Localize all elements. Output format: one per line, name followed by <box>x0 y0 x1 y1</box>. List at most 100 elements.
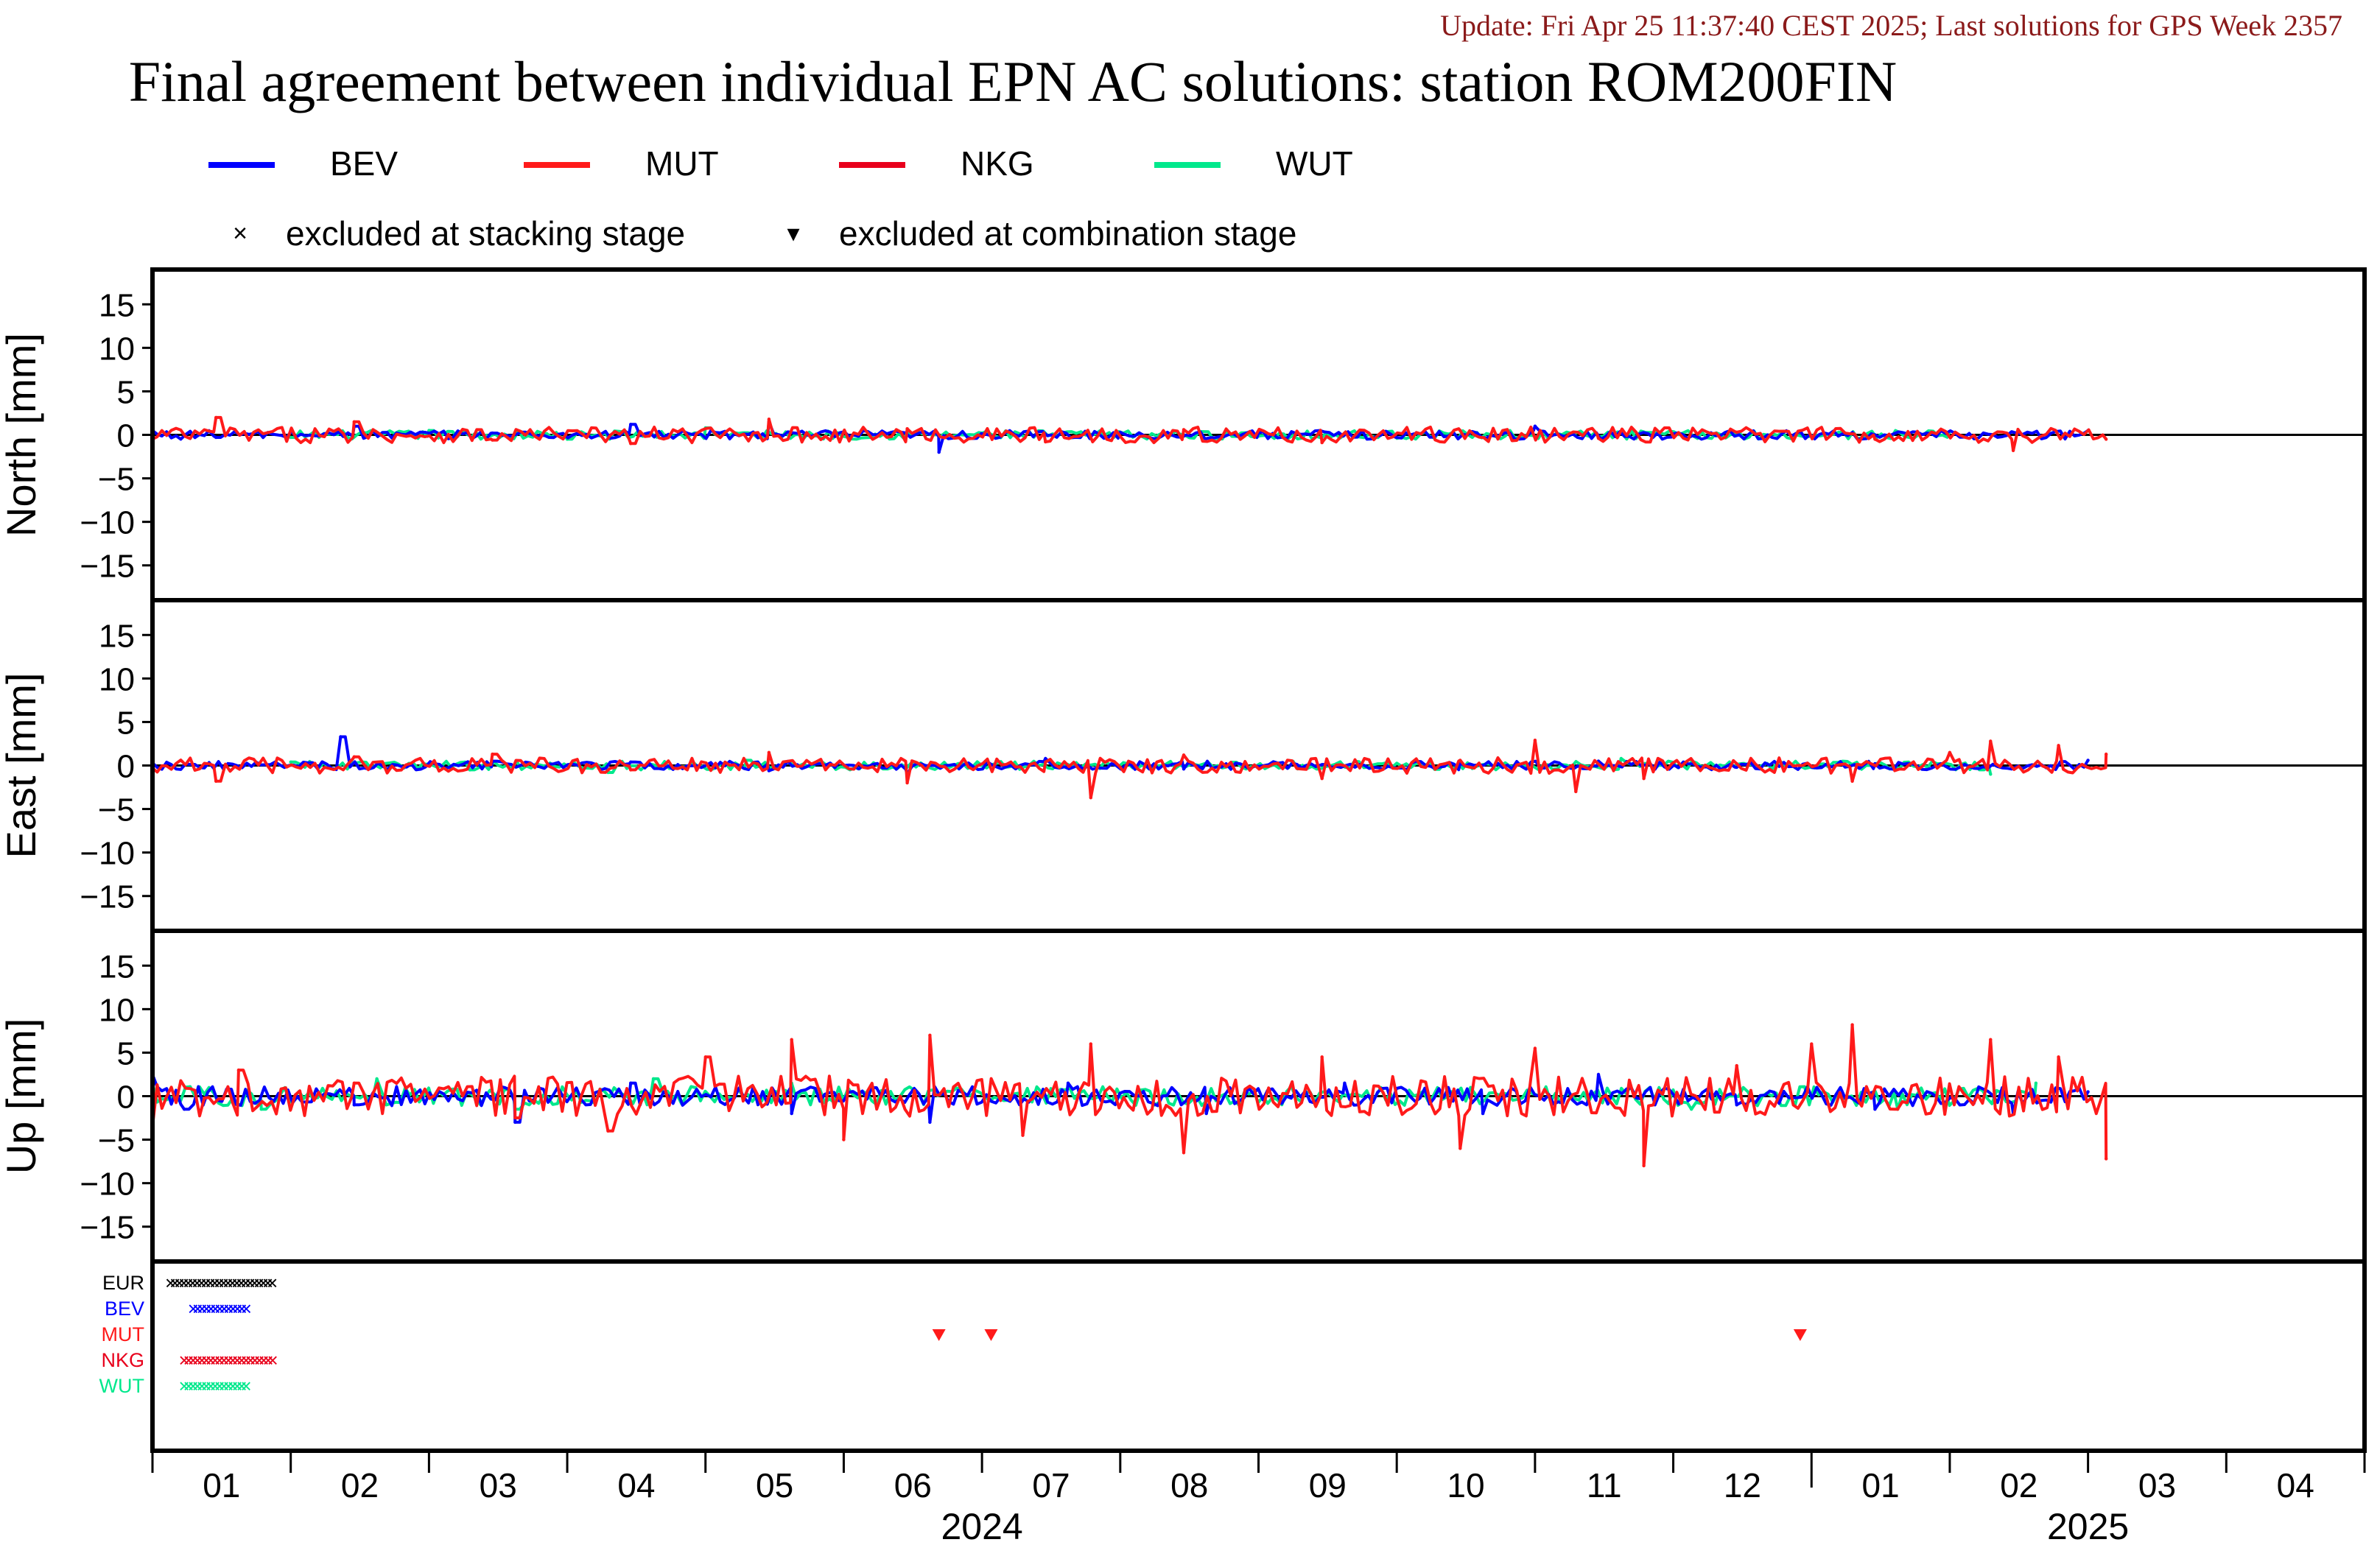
stacking-exclusion-mark: × <box>253 1272 264 1294</box>
data-point-bev <box>2086 1090 2090 1094</box>
panel-east: 15 10 5 0 −5 −10 −15 East [mm] <box>0 598 2367 933</box>
y-tick-label: 15 <box>99 618 135 654</box>
data-point-mut <box>1182 428 1186 432</box>
stacking-exclusion-mark: × <box>174 1272 185 1294</box>
data-point-mut <box>1642 777 1646 781</box>
update-text: Update: Fri Apr 25 11:37:40 CEST 2025; L… <box>1440 9 2342 42</box>
stacking-exclusion-mark: × <box>210 1375 221 1397</box>
y-tick-label: 10 <box>99 331 135 367</box>
stacking-exclusion-mark: × <box>223 1298 234 1320</box>
stacking-exclusion-mark: × <box>206 1349 217 1371</box>
data-point-mut <box>1850 1023 1854 1027</box>
data-point-mut <box>2105 752 2108 756</box>
x-tick-label: 09 <box>1309 1466 1347 1504</box>
stacking-exclusion-mark: × <box>209 1272 220 1294</box>
stacking-exclusion-mark: × <box>240 1272 251 1294</box>
y-tick-label: −5 <box>98 462 135 498</box>
data-point-mut <box>491 438 494 442</box>
data-point-bev <box>1395 435 1399 440</box>
x-tick-label: 01 <box>203 1466 240 1504</box>
legend-label-mut: MUT <box>645 144 719 183</box>
legend-label-bev: BEV <box>330 144 398 183</box>
legend-marker-label: excluded at combination stage <box>839 214 1296 253</box>
stacking-exclusion-mark: × <box>250 1349 261 1371</box>
x-tick-label: 02 <box>341 1466 379 1504</box>
stacking-exclusion-mark: × <box>201 1298 212 1320</box>
data-point-mut <box>1735 1063 1738 1068</box>
y-tick-label: 5 <box>117 374 135 410</box>
data-point-mut <box>1989 1038 1993 1041</box>
y-tick-label: 10 <box>99 661 135 697</box>
data-point-wut <box>427 429 431 432</box>
stacking-exclusion-mark: × <box>223 1349 234 1371</box>
data-point-bev <box>1596 1072 1601 1077</box>
data-point-mut <box>905 781 909 785</box>
data-point-bev <box>182 1108 186 1111</box>
stacking-exclusion-mark: × <box>206 1375 217 1397</box>
stacking-exclusion-mark: × <box>179 1349 190 1371</box>
exclusion-row-label-mut: MUT <box>102 1323 144 1345</box>
stacking-exclusion-mark: × <box>183 1349 194 1371</box>
stacking-exclusion-mark: × <box>241 1349 252 1371</box>
data-point-mut <box>1458 429 1462 432</box>
stacking-exclusion-mark: × <box>206 1298 217 1320</box>
data-point-mut <box>2011 448 2015 452</box>
data-point-mut <box>1850 779 1854 784</box>
data-point-mut <box>629 768 633 772</box>
data-point-mut <box>2057 744 2060 747</box>
data-point-bev <box>2011 430 2015 434</box>
stacking-exclusion-mark: × <box>228 1349 239 1371</box>
exclusion-frame <box>150 1259 2367 1453</box>
stacking-exclusion-mark: × <box>223 1375 234 1397</box>
y-tick-label: 10 <box>99 992 135 1028</box>
stacking-exclusion-mark: × <box>205 1272 216 1294</box>
stacking-exclusion-mark: × <box>165 1272 176 1294</box>
data-point-bev <box>513 1120 517 1125</box>
exclusion-row-label-wut: WUT <box>99 1375 144 1397</box>
data-point-mut <box>1948 750 1952 754</box>
data-point-mut <box>1182 753 1186 757</box>
legend-marker-label: excluded at stacking stage <box>286 214 685 253</box>
stacking-exclusion-mark: × <box>219 1298 230 1320</box>
stacking-exclusion-mark: × <box>218 1272 229 1294</box>
panel-up: 15 10 5 0 −5 −10 −15 Up [mm] <box>0 929 2367 1264</box>
data-point-bev <box>928 1120 932 1125</box>
series-line-mut <box>151 739 2108 800</box>
y-axis-label: North [mm] <box>0 333 44 537</box>
stacking-exclusion-mark: × <box>262 1272 273 1294</box>
stacking-exclusion-mark: × <box>236 1298 248 1320</box>
x-tick-label: 04 <box>617 1466 655 1504</box>
stacking-exclusion-mark: × <box>188 1349 199 1371</box>
data-point-bev <box>1182 767 1186 771</box>
x-tick-label: 02 <box>2000 1466 2037 1504</box>
y-tick-label: −10 <box>80 505 135 541</box>
y-tick-label: −10 <box>80 836 135 872</box>
y-tick-label: 0 <box>117 749 135 785</box>
data-point-mut <box>1735 430 1738 434</box>
stacking-exclusion-mark: × <box>245 1349 256 1371</box>
stacking-exclusion-mark: × <box>188 1375 199 1397</box>
x-tick-label: 03 <box>480 1466 517 1504</box>
stacking-exclusion-mark: × <box>232 1375 243 1397</box>
stacking-exclusion-mark: × <box>196 1272 207 1294</box>
year-label: 2024 <box>941 1506 1022 1545</box>
stacking-exclusion-mark: × <box>254 1349 265 1371</box>
legend-label-nkg: NKG <box>961 144 1034 183</box>
data-point-bev <box>937 450 941 454</box>
data-point-mut <box>629 442 633 446</box>
stacking-exclusion-mark: × <box>228 1298 239 1320</box>
chart-title: Final agreement between individual EPN A… <box>129 49 1897 113</box>
series-line-bev <box>151 1073 2090 1124</box>
data-point-mut <box>606 1129 610 1133</box>
stacking-exclusion-mark: × <box>231 1272 242 1294</box>
data-point-wut <box>259 1108 263 1111</box>
x-tick-label: 06 <box>894 1466 932 1504</box>
x-tick-label: 04 <box>2277 1466 2314 1504</box>
data-point-mut <box>491 752 494 756</box>
data-point-mut <box>1873 437 1877 441</box>
data-point-bev <box>1204 1111 1208 1116</box>
stacking-exclusion-mark: × <box>258 1272 269 1294</box>
stacking-exclusion-mark: × <box>245 1272 256 1294</box>
series-line-mut <box>152 415 2107 452</box>
x-tick-label: 07 <box>1032 1466 1070 1504</box>
